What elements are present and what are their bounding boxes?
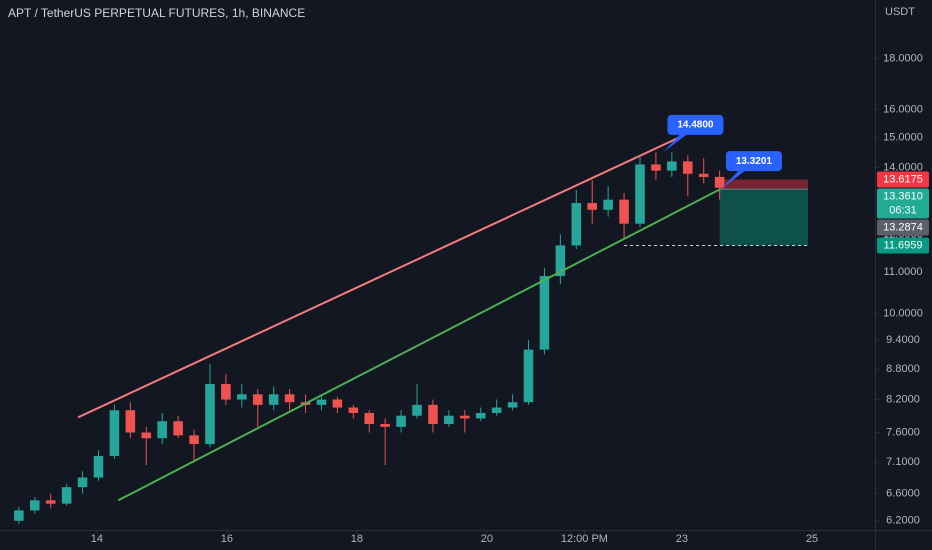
price-label-box [877,171,929,188]
candle-body [284,394,295,403]
x-tick-label: 18 [351,533,363,545]
price-label-box [877,219,929,236]
candle-body [221,383,231,400]
candle-body [252,394,263,405]
candle-body [364,412,375,425]
candle-body [603,199,613,210]
price-label: 13.3610 [883,190,923,202]
chart-title: APT / TetherUS PERPETUAL FUTURES, 1h, BI… [8,6,305,20]
y-tick-label: 6.6000 [886,488,920,500]
candle-body [380,424,390,427]
candle-body [93,455,104,478]
x-tick-label: 16 [221,533,233,545]
candle-body [30,500,40,511]
candle-body [157,421,167,439]
candle-body [475,412,486,419]
callout-box [725,151,782,172]
y-tick-label: 18.0000 [883,52,923,64]
candle-body [683,161,693,174]
target-zone [719,189,809,246]
stop-zone [719,179,809,190]
candle-body [571,203,582,246]
candle-body [587,203,597,210]
y-tick-label: 8.2000 [886,393,920,405]
candle-body [237,394,247,400]
candle-body [189,435,199,445]
y-tick-label: 8.8000 [886,363,920,375]
candle-body [141,432,152,439]
candle-body [109,410,120,456]
y-tick-label: 7.1000 [886,456,920,468]
x-tick-label: 20 [481,533,493,545]
candle-body [555,245,566,277]
candle-body [268,394,279,405]
callout-pointer [720,167,750,190]
price-label: 11.6959 [884,239,923,251]
candle-body [173,421,183,436]
price-label: 13.6175 [883,173,923,185]
y-tick-label: 6.2000 [886,515,920,527]
candle-body [205,383,215,445]
callout-label: 14.4800 [677,120,714,131]
y-tick-label: 7.6000 [886,426,920,438]
price-label: 13.2874 [883,221,923,233]
candle-body [460,415,470,419]
candle-body [316,399,327,405]
callout-box [667,114,724,135]
candle-body [412,404,422,416]
candle-body [714,176,725,188]
candle-body [428,404,438,425]
x-tick-label: 14 [91,533,103,545]
x-tick-label: 12:00 PM [561,533,608,545]
y-tick-label: 14.0000 [883,161,923,173]
candle-body [523,349,534,403]
x-tick-label: 23 [676,533,688,545]
price-label-box [877,237,929,254]
candle-body [698,173,709,177]
candle-body [348,407,359,413]
candle-body [635,164,645,224]
trendline [117,188,721,502]
candle-body [491,407,502,413]
candle-body [14,510,24,521]
candle-body [651,164,661,171]
y-tick-label: 16.0000 [883,104,923,116]
callout-pointer [662,130,692,153]
candle-body [619,199,629,224]
countdown: 06:31 [889,204,917,216]
candle-body [539,276,550,350]
y-axis-label: USDT [885,6,915,18]
price-label-box [877,188,929,219]
candle-body [45,500,56,504]
y-tick-label: 9.4000 [886,334,920,346]
candle-body [396,415,406,427]
candle-body [125,410,136,433]
candle-body [332,399,343,408]
candle-body [77,477,88,488]
y-tick-label: 11.0000 [884,266,923,278]
x-tick-label: 25 [806,533,818,545]
y-tick-label: 15.0000 [883,132,923,144]
candle-body [61,487,72,504]
candle-body [507,402,518,408]
y-tick-label: 10.0000 [883,307,923,319]
candle-body [444,415,454,425]
candle-body [667,161,677,171]
trendline [77,133,686,419]
callout-label: 13.3201 [736,156,773,167]
